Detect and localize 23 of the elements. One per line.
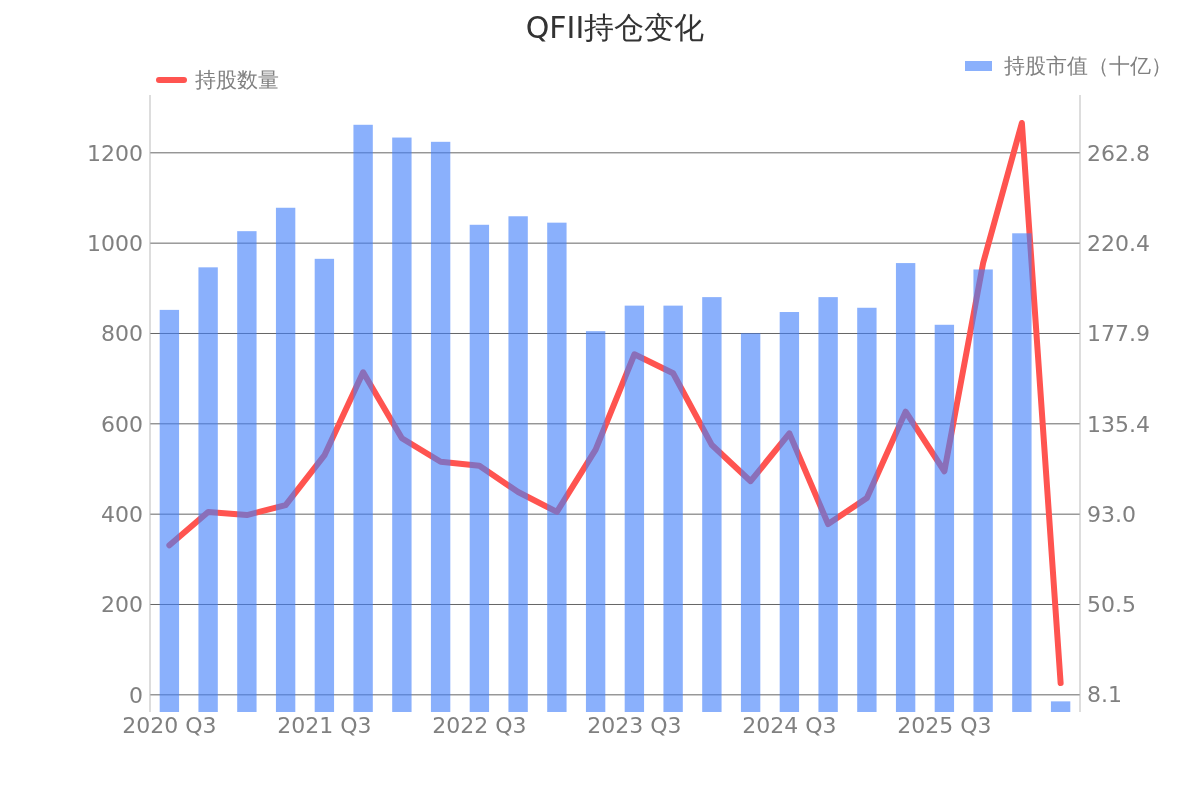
y-tick-label: 200 — [101, 592, 143, 618]
x-tick-label: 2024 Q3 — [742, 713, 837, 738]
legend-label: 持股市值（十亿） — [1004, 54, 1160, 79]
x-tick-label: 2023 Q3 — [587, 713, 682, 738]
legend-label: 持股数量 — [195, 68, 279, 93]
x-tick-label: 2020 Q3 — [122, 713, 217, 738]
y-tick-label: 600 — [101, 411, 143, 437]
y2-tick-label: 177.9 — [1087, 321, 1150, 347]
y2-tick-label: 135.4 — [1087, 411, 1150, 437]
y2-tick-label: 262.8 — [1087, 140, 1150, 166]
chart-title: QFII持仓变化 — [525, 10, 705, 45]
y-tick-label: 400 — [101, 501, 143, 527]
y-tick-label: 800 — [101, 321, 143, 347]
y2-tick-label: 93.0 — [1087, 501, 1136, 527]
y2-tick-label: 50.5 — [1087, 592, 1136, 618]
y-tick-label: 1000 — [87, 230, 143, 256]
x-tick-label: 2022 Q3 — [432, 713, 527, 738]
x-tick-label: 2021 Q3 — [277, 713, 372, 738]
x-tick-label: 2025 Q3 — [897, 713, 992, 738]
y2-tick-label: 8.1 — [1087, 682, 1122, 708]
y2-tick-label: 220.4 — [1087, 230, 1150, 256]
y-tick-label: 1200 — [87, 140, 143, 166]
y-tick-label: 0 — [129, 682, 143, 708]
